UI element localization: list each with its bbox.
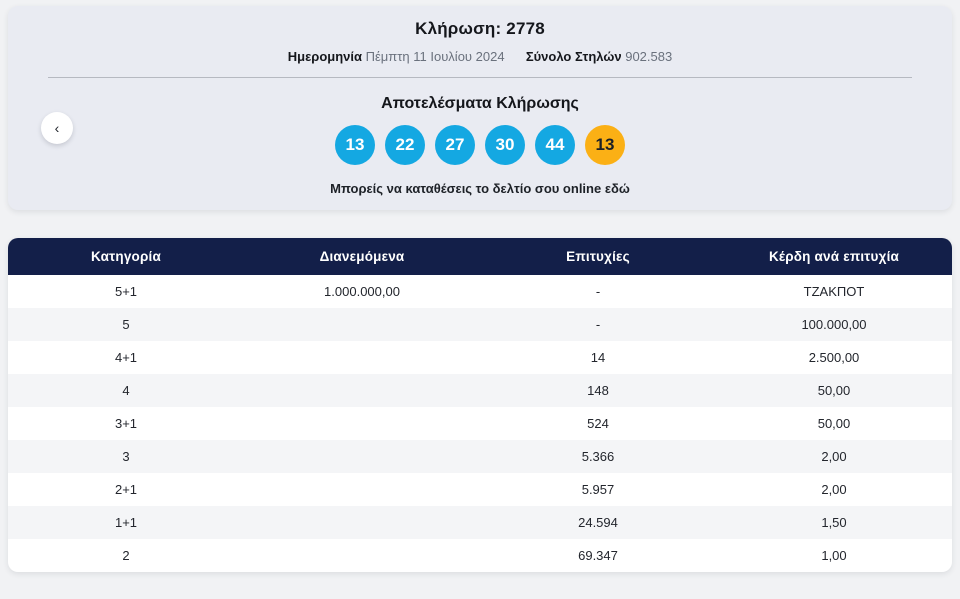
- winning-numbers-row: 13 22 27 30 44 13: [8, 125, 952, 165]
- category-cell: 4+1: [114, 350, 138, 365]
- date-label: Ημερομηνία: [287, 49, 362, 64]
- table-row: 5+1 1.000.000,00 - ΤΖΑΚΠΟΤ: [8, 275, 952, 308]
- category-cell: 5: [122, 317, 130, 332]
- table-row: 4+1 14 2.500,00: [8, 341, 952, 374]
- prize-cell: 1,50: [821, 515, 847, 530]
- table-row: 3+1 524 50,00: [8, 407, 952, 440]
- winning-number-ball: 44: [535, 125, 575, 165]
- column-header: Κέρδη ανά επιτυχία: [768, 249, 900, 264]
- joker-number-ball: 13: [585, 125, 625, 165]
- table-row: 2 69.347 1,00: [8, 539, 952, 572]
- category-cell: 2+1: [114, 482, 138, 497]
- category-cell: 5+1: [114, 284, 138, 299]
- distributed-cell: 1.000.000,00: [324, 284, 400, 299]
- submit-online-link[interactable]: εδώ: [604, 181, 630, 196]
- table-row: 1+1 24.594 1,50: [8, 506, 952, 539]
- submit-online-note: Μπορείς να καταθέσεις το δελτίο σου onli…: [8, 181, 952, 196]
- category-cell: 3: [122, 449, 130, 464]
- prize-table-body: 5+1 1.000.000,00 - ΤΖΑΚΠΟΤ 5 - 100.000,00 4+1 14…: [8, 275, 952, 572]
- winners-cell: 69.347: [578, 548, 618, 563]
- prize-cell: 2,00: [821, 482, 847, 497]
- column-header: Επιτυχίες: [566, 249, 630, 264]
- columns-total-label: Σύνολο Στηλών: [525, 49, 622, 64]
- winners-cell: 5.366: [581, 449, 615, 464]
- column-header: Διανεμόμενα: [319, 249, 405, 264]
- note-text: Μπορείς να καταθέσεις το δελτίο σου onli…: [330, 181, 602, 196]
- table-row: 5 - 100.000,00: [8, 308, 952, 341]
- winners-cell: -: [595, 284, 601, 299]
- winners-cell: 148: [587, 383, 609, 398]
- results-title: Αποτελέσματα Κλήρωσης: [381, 95, 579, 112]
- previous-draw-button[interactable]: ‹: [41, 112, 73, 144]
- prize-cell: 2.500,00: [808, 350, 860, 365]
- date-value: Πέμπτη 11 Ιουλίου 2024: [365, 49, 505, 64]
- columns-total-value: 902.583: [625, 49, 673, 64]
- prize-cell: 2,00: [821, 449, 847, 464]
- table-row: 2+1 5.957 2,00: [8, 473, 952, 506]
- winners-cell: 524: [587, 416, 609, 431]
- winners-cell: 5.957: [581, 482, 615, 497]
- winners-cell: 24.594: [578, 515, 618, 530]
- column-header: Κατηγορία: [91, 249, 161, 264]
- table-row: 3 5.366 2,00: [8, 440, 952, 473]
- prize-cell: 50,00: [817, 383, 851, 398]
- winning-number-ball: 22: [385, 125, 425, 165]
- prize-table-card: Κατηγορία Διανεμόμενα Επιτυχίες Κέρδη ανά ε…: [8, 238, 952, 572]
- category-cell: 3+1: [114, 416, 138, 431]
- table-row: 4 148 50,00: [8, 374, 952, 407]
- draw-header-card: Κλήρωση: 2778 Ημερομηνία Πέμπτη 11 Ιουλί…: [8, 6, 952, 210]
- prize-cell: ΤΖΑΚΠΟΤ: [803, 284, 865, 299]
- draw-meta: Ημερομηνία Πέμπτη 11 Ιουλίου 2024 Σύνολο…: [8, 49, 952, 64]
- draw-title: Κλήρωση: 2778: [415, 19, 545, 38]
- winning-number-ball: 27: [435, 125, 475, 165]
- prize-cell: 50,00: [817, 416, 851, 431]
- category-cell: 4: [122, 383, 130, 398]
- winners-cell: -: [595, 317, 601, 332]
- prize-cell: 100.000,00: [801, 317, 867, 332]
- winners-cell: 14: [590, 350, 606, 365]
- header-divider: [48, 77, 912, 78]
- winning-number-ball: 13: [335, 125, 375, 165]
- prize-cell: 1,00: [821, 548, 847, 563]
- category-cell: 2: [122, 548, 130, 563]
- chevron-left-icon: ‹: [54, 119, 60, 136]
- category-cell: 1+1: [114, 515, 138, 530]
- winning-number-ball: 30: [485, 125, 525, 165]
- prize-table-header: Κατηγορία Διανεμόμενα Επιτυχίες Κέρδη ανά ε…: [8, 238, 952, 275]
